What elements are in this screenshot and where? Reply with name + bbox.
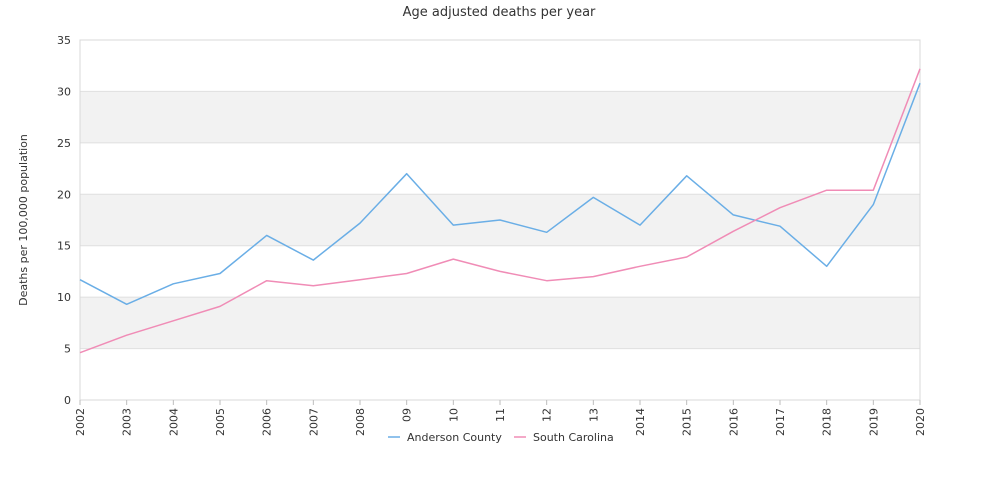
x-tick-label: 2018 <box>821 408 834 436</box>
series-line-south-carolina <box>79 68 921 354</box>
y-tick-label: 35 <box>57 34 71 47</box>
x-tick-label: 2015 <box>681 408 694 436</box>
x-tick-label: 2014 <box>634 408 647 436</box>
y-tick-label: 25 <box>57 137 71 150</box>
x-tick-label: 2008 <box>354 408 367 436</box>
series-lines <box>79 68 921 354</box>
x-tick-label: 2019 <box>867 408 880 436</box>
y-tick-label: 5 <box>64 343 71 356</box>
y-tick-label: 10 <box>57 291 71 304</box>
legend-label: Anderson County <box>407 431 502 444</box>
grid-band <box>80 91 920 143</box>
grid-band <box>80 297 920 349</box>
x-tick-label: 2016 <box>727 408 740 436</box>
x-tick-label: 2004 <box>167 408 180 436</box>
y-axis-ticks: 0 5 10 15 20 25 30 35 <box>57 34 71 407</box>
x-tick-label: 09 <box>401 408 414 422</box>
x-tick-label: 2006 <box>261 408 274 436</box>
y-axis-label: Deaths per 100,000 population <box>17 134 30 306</box>
x-tick-label: 2005 <box>214 408 227 436</box>
x-tick-label: 2017 <box>774 408 787 436</box>
series-line-anderson-county <box>79 82 921 306</box>
chart-title: Age adjusted deaths per year <box>403 5 596 20</box>
x-tick-label: 2007 <box>307 408 320 436</box>
x-tick-label: 10 <box>447 408 460 422</box>
x-axis-ticks: 2002 2003 2004 2005 2006 2007 2008 09 10 11 12 13 20… <box>74 400 927 436</box>
x-tick-label: 13 <box>587 408 600 422</box>
legend-label: South Carolina <box>533 431 614 444</box>
y-tick-label: 15 <box>57 240 71 253</box>
x-tick-label: 2003 <box>121 408 134 436</box>
legend: Anderson County South Carolina <box>388 431 614 444</box>
y-tick-label: 0 <box>64 394 71 407</box>
x-tick-label: 12 <box>541 408 554 422</box>
x-tick-label: 11 <box>494 408 507 422</box>
x-tick-label: 2002 <box>74 408 87 436</box>
y-tick-label: 30 <box>57 85 71 98</box>
y-tick-label: 20 <box>57 188 71 201</box>
x-tick-label: 2020 <box>914 408 927 436</box>
